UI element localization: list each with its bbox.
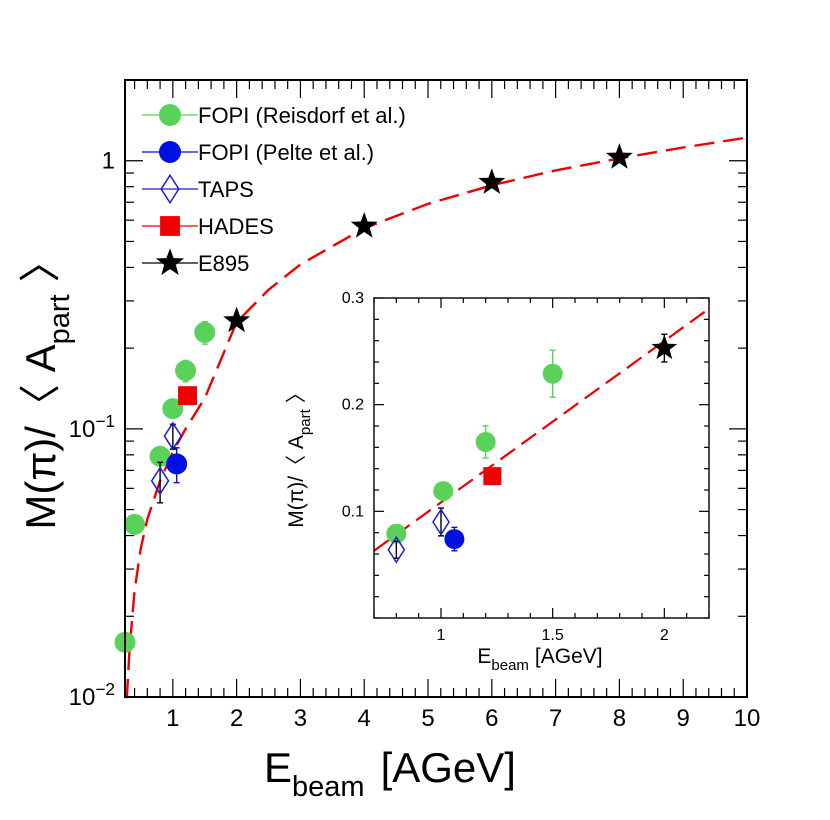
main-y-tick-label: 10−2 xyxy=(69,679,115,711)
inset-chart: 1 1.5 2 0.1 0.2 0.3 Ebeam [AGeV] M(π)/〈 Apart〉 xyxy=(285,290,710,674)
inset-fit-line xyxy=(373,307,710,552)
inset-y-tick-label: 0.2 xyxy=(342,397,364,414)
main-x-tick-label: 2 xyxy=(230,705,243,732)
main-point-e895 xyxy=(605,143,633,169)
legend-marker-taps xyxy=(160,173,180,205)
inset-point-fopi-reisdorf-et-al xyxy=(433,481,454,502)
legend-marker-fopi-pelte-et-al xyxy=(159,141,181,163)
legend-label-hades: HADES xyxy=(198,214,274,239)
inset-x-tick-label: 1.5 xyxy=(542,627,564,644)
inset-x-tick-label: 1 xyxy=(437,627,446,644)
main-x-tick-label: 9 xyxy=(677,705,690,732)
inset-data-markers xyxy=(386,333,678,564)
main-x-tick-label: 7 xyxy=(549,705,562,732)
main-point-e895 xyxy=(223,306,251,333)
main-tick-labels: 1 2 3 4 5 6 7 8 9 10 10−2 10−1 1 xyxy=(69,148,761,732)
main-point-taps xyxy=(150,466,170,496)
legend-label-e895: E895 xyxy=(198,251,249,276)
legend-marker-fopi-reisdorf-et-al xyxy=(159,104,181,126)
main-y-tick-label: 1 xyxy=(102,148,115,175)
main-data-markers xyxy=(114,143,633,653)
main-point-e895 xyxy=(478,168,506,194)
inset-point-taps xyxy=(387,535,406,564)
main-x-tick-label: 6 xyxy=(485,705,498,732)
inset-background xyxy=(374,298,709,618)
legend-marker-hades xyxy=(160,216,180,236)
inset-point-fopi-reisdorf-et-al xyxy=(542,363,563,384)
inset-fit-line xyxy=(373,307,710,552)
main-legend: FOPI (Reisdorf et al.) FOPI (Pelte et al.… xyxy=(142,103,406,276)
legend-label-fopi-reisdorf-et-al: FOPI (Reisdorf et al.) xyxy=(198,103,406,128)
main-point-fopi-pelte-et-al xyxy=(166,453,188,475)
main-point-taps xyxy=(163,421,183,451)
main-x-axis-label: Ebeam [AGeV] xyxy=(264,744,516,803)
main-point-hades xyxy=(178,386,197,406)
inset-point-fopi-reisdorf-et-al xyxy=(386,523,407,544)
legend-label-taps: TAPS xyxy=(198,177,254,202)
main-y-tick-label: 10−1 xyxy=(69,411,115,443)
main-y-axis-label: M(π)/〈 Apart〉 xyxy=(17,240,76,529)
main-chart: 1 2 3 4 5 6 7 8 9 10 10−2 10−1 1 FOPI (Reisdorf et a… xyxy=(17,79,761,803)
main-x-tick-label: 4 xyxy=(358,705,371,732)
inset-x-axis-label: Ebeam [AGeV] xyxy=(477,645,602,674)
inset-x-tick-label: 2 xyxy=(660,627,669,644)
main-fit-line xyxy=(125,136,748,699)
legend-marker-e895 xyxy=(155,248,185,275)
main-x-tick-label: 3 xyxy=(294,705,307,732)
inset-point-taps xyxy=(432,508,450,536)
main-point-fopi-reisdorf-et-al xyxy=(175,360,197,382)
inset-tick-labels: 1 1.5 2 0.1 0.2 0.3 xyxy=(342,290,669,644)
inset-point-hades xyxy=(483,467,502,486)
main-fit-curve xyxy=(125,136,748,699)
inset-y-axis-label: M(π)/〈 Apart〉 xyxy=(285,382,314,528)
main-point-fopi-reisdorf-et-al xyxy=(194,321,216,343)
main-point-fopi-reisdorf-et-al xyxy=(124,513,146,535)
main-x-tick-label: 10 xyxy=(734,705,761,732)
main-x-tick-label: 5 xyxy=(421,705,434,732)
inset-point-fopi-pelte-et-al xyxy=(444,529,465,550)
inset-point-e895 xyxy=(651,334,678,360)
inset-y-tick-label: 0.3 xyxy=(342,290,364,307)
main-x-tick-label: 1 xyxy=(166,705,179,732)
legend-label-fopi-pelte-et-al: FOPI (Pelte et al.) xyxy=(198,140,374,165)
inset-plot-frame xyxy=(373,297,710,619)
main-x-tick-label: 8 xyxy=(613,705,626,732)
main-plot-frame xyxy=(124,79,748,698)
inset-point-fopi-reisdorf-et-al xyxy=(475,432,496,452)
main-point-e895 xyxy=(350,212,378,238)
inset-y-tick-label: 0.1 xyxy=(342,503,364,520)
main-point-fopi-reisdorf-et-al xyxy=(149,445,171,467)
